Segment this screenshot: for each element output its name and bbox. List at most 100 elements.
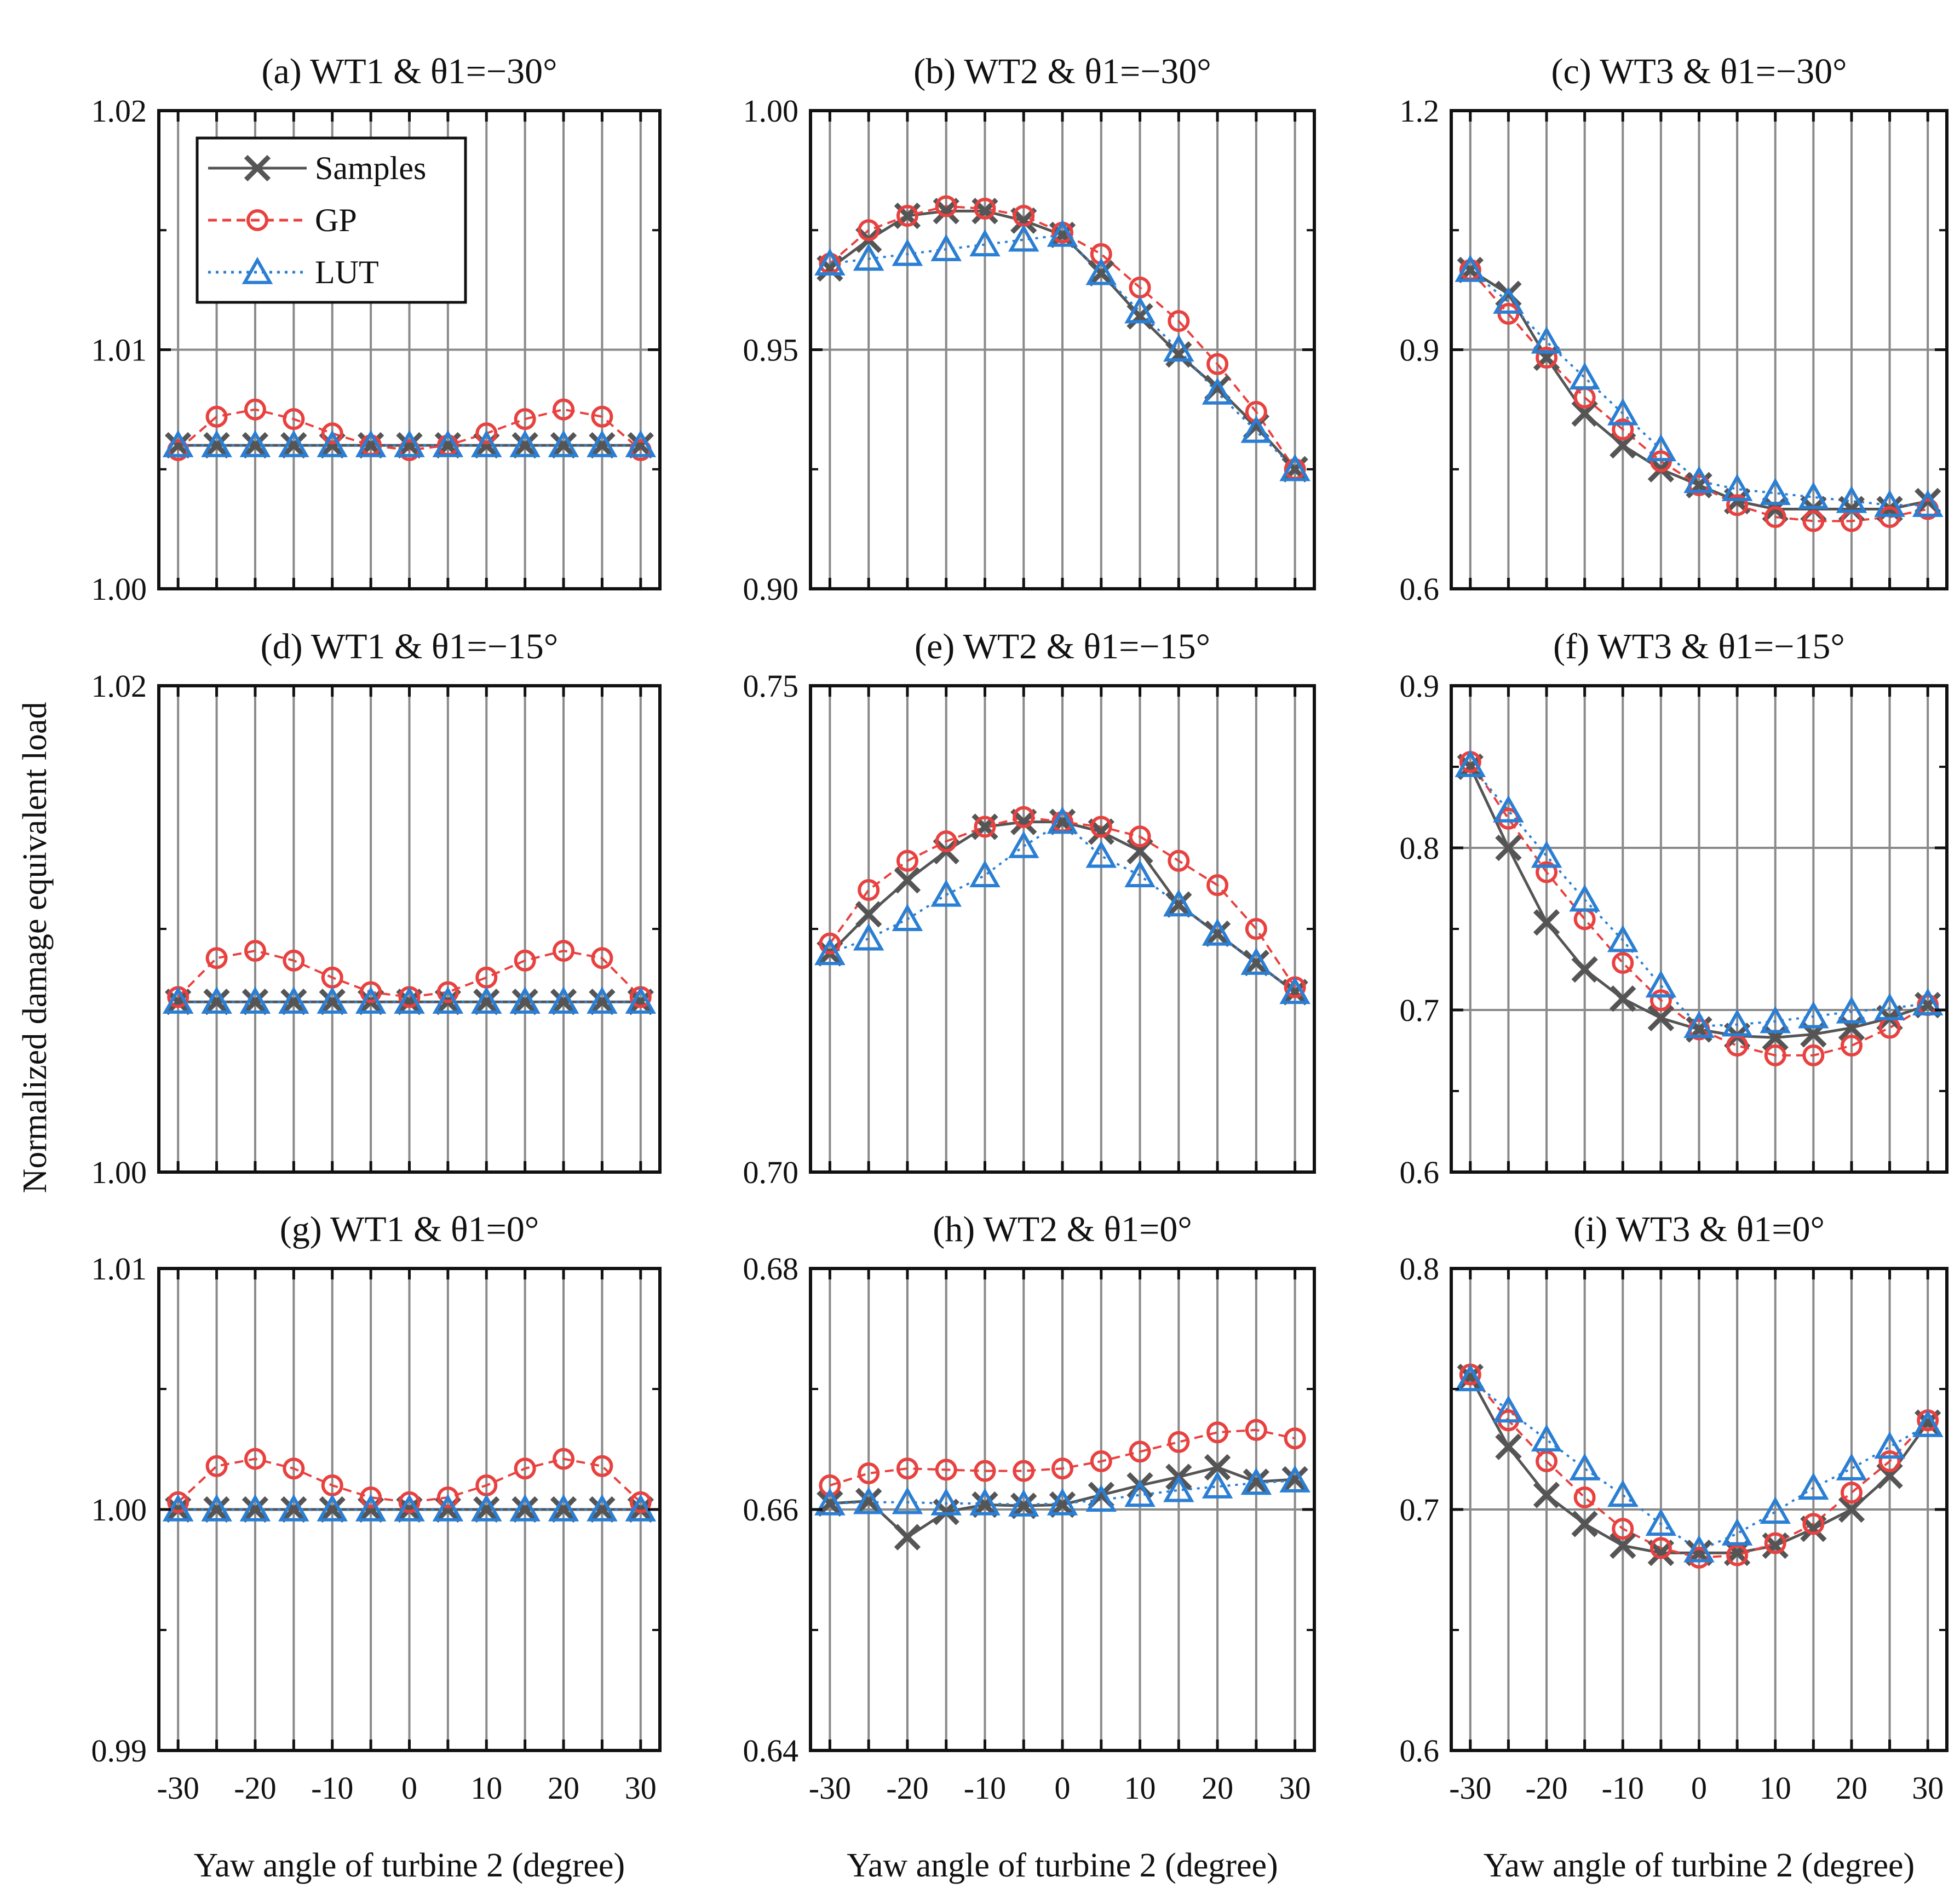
- lut-point: [1531, 1424, 1562, 1452]
- gp-point: [935, 1459, 957, 1481]
- lut-point: [1163, 334, 1194, 362]
- lut-point: [930, 234, 962, 261]
- samples-point: [1571, 1511, 1598, 1537]
- lut-point: [969, 860, 1001, 888]
- lut-point: [1760, 1496, 1791, 1524]
- gp-point: [1612, 418, 1634, 440]
- legend-label-lut: LUT: [315, 254, 379, 290]
- samples-point: [855, 901, 882, 928]
- panel-i: 0.6 0.7 0.8 -30 -20 -10 0 10 20 30 (i) WT3 & θ1=0°…: [1400, 1209, 1948, 1884]
- gp-point: [1802, 1044, 1825, 1066]
- x-tick-label: 0: [401, 1770, 417, 1806]
- lut-line: [830, 233, 1296, 470]
- y-tick-label: 0.7: [1400, 992, 1440, 1028]
- samples-point: [511, 1496, 538, 1523]
- lut-point: [1683, 1011, 1715, 1038]
- lut-point: [1279, 1465, 1311, 1493]
- lut-point: [1085, 840, 1117, 868]
- y-tick-label: 1.00: [91, 1492, 147, 1528]
- gp-point: [205, 947, 228, 969]
- lut-point: [317, 1494, 348, 1522]
- samples-point: [1571, 956, 1598, 983]
- gp-line: [829, 1428, 1296, 1486]
- y-tick-label: 0.90: [743, 571, 799, 607]
- lut-point: [1124, 860, 1156, 888]
- panel-title: (g) WT1 & θ1=0°: [280, 1209, 539, 1249]
- lut-point: [471, 986, 502, 1014]
- lut-point: [239, 986, 271, 1014]
- lut-point: [1912, 988, 1944, 1015]
- lut-point: [1798, 1001, 1829, 1029]
- gp-point: [1536, 1450, 1558, 1472]
- gp-point: [1168, 1431, 1190, 1453]
- gp-point: [591, 947, 613, 969]
- lut-point: [1493, 1395, 1524, 1423]
- lut-point: [1047, 806, 1078, 834]
- y-tick-label: 0.9: [1400, 332, 1440, 368]
- gp-point: [1051, 1457, 1073, 1480]
- lut-point: [1279, 454, 1311, 481]
- lut-point: [969, 1488, 1001, 1516]
- gp-point: [283, 408, 305, 430]
- x-tick-label: 0: [1691, 1770, 1707, 1806]
- lut-point: [1202, 1471, 1233, 1499]
- lut-point: [355, 430, 387, 457]
- gp-point: [1649, 1537, 1672, 1559]
- y-tick-label: 1.00: [743, 93, 799, 129]
- gp-point: [1612, 952, 1634, 974]
- y-tick-label: 0.70: [743, 1155, 799, 1190]
- samples-point: [280, 989, 307, 1015]
- lut-point: [162, 986, 194, 1014]
- gp-point: [1168, 849, 1190, 872]
- lut-point: [1202, 918, 1233, 946]
- x-tick-label: -30: [157, 1770, 199, 1806]
- lut-point: [239, 430, 271, 457]
- gp-point: [1802, 1513, 1825, 1535]
- gp-point: [1764, 1532, 1786, 1554]
- lut-point: [1836, 485, 1867, 513]
- panel-c: 0.6 0.9 1.2 (c) WT3 & θ1=−30°: [1400, 51, 1948, 607]
- lut-point: [1085, 257, 1117, 285]
- lut-point: [1721, 1009, 1753, 1037]
- lut-point: [1874, 490, 1905, 517]
- panel-h: 0.64 0.66 0.68 -30 -20 -10 0 10 20 30 (h) WT2 & θ1…: [743, 1209, 1316, 1884]
- lut-point: [1645, 970, 1677, 998]
- gp-point: [246, 209, 268, 231]
- lut-point: [1760, 478, 1791, 506]
- legend-label-samples: Samples: [315, 150, 426, 186]
- lut-point: [278, 430, 309, 457]
- lut-point: [317, 430, 348, 457]
- panel-title: (b) WT2 & θ1=−30°: [913, 51, 1211, 91]
- y-tick-label: 0.8: [1400, 830, 1440, 866]
- y-tick-label: 1.00: [91, 571, 147, 607]
- gp-point: [321, 422, 343, 445]
- lut-point: [548, 430, 579, 457]
- lut-point: [1163, 1474, 1194, 1502]
- samples-point: [242, 432, 269, 459]
- x-tick-label: 30: [625, 1770, 657, 1806]
- lut-point: [1874, 992, 1905, 1020]
- lut-point: [1493, 286, 1524, 314]
- gp-point: [1129, 825, 1151, 848]
- lut-point: [969, 229, 1001, 257]
- samples-point: [550, 989, 577, 1015]
- gp-point: [1878, 506, 1901, 529]
- samples-point: [1647, 1004, 1675, 1031]
- gp-point: [1168, 310, 1190, 332]
- x-tick-label: -30: [809, 1770, 851, 1806]
- gp-point: [974, 197, 996, 220]
- gp-point: [1802, 510, 1825, 532]
- samples-point: [242, 989, 269, 1015]
- lut-point: [548, 1494, 579, 1522]
- gp-point: [514, 408, 536, 430]
- gp-point: [858, 219, 880, 242]
- x-tick-label: -30: [1449, 1770, 1491, 1806]
- y-tick-label: 0.8: [1400, 1251, 1440, 1287]
- lut-point: [892, 904, 923, 931]
- lut-point: [625, 986, 657, 1014]
- lut-point: [471, 430, 502, 457]
- lut-point: [1607, 398, 1639, 426]
- samples-point: [589, 989, 616, 1015]
- x-tick-label: 20: [1202, 1770, 1233, 1806]
- gp-point: [167, 1491, 189, 1513]
